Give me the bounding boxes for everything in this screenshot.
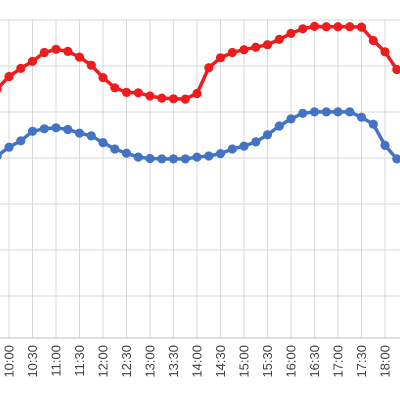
grid <box>0 19 400 339</box>
data-point <box>356 112 367 122</box>
x-tick-label: 13:00 <box>143 345 158 378</box>
data-point <box>192 88 202 99</box>
data-point <box>4 71 14 82</box>
x-axis-tick-labels: 10:00 10:30 11:00 11:30 12:00 12:30 13:00 13:30… <box>2 345 393 378</box>
data-point <box>309 21 320 31</box>
x-tick-label: 12:30 <box>119 345 134 378</box>
x-tick-label: 15:30 <box>260 345 275 378</box>
data-point <box>204 63 214 73</box>
data-point <box>51 44 61 54</box>
data-point <box>321 22 331 32</box>
data-point <box>368 35 378 46</box>
x-tick-label: 17:00 <box>331 345 346 378</box>
data-point <box>239 45 249 55</box>
series-line <box>0 24 399 101</box>
data-point <box>133 152 143 162</box>
data-point <box>286 114 296 124</box>
data-point <box>298 108 308 118</box>
data-point <box>63 46 73 57</box>
data-point <box>145 153 155 164</box>
data-point <box>356 22 367 32</box>
x-tick-label: 16:30 <box>307 345 322 378</box>
x-tick-label: 12:00 <box>96 345 111 378</box>
x-tick-label: 15:00 <box>237 345 252 378</box>
data-point <box>4 142 14 152</box>
data-point <box>251 137 261 147</box>
data-point <box>298 24 308 34</box>
data-point <box>180 154 190 164</box>
data-point <box>321 107 331 117</box>
series-2 <box>0 107 400 164</box>
data-point <box>98 138 108 148</box>
data-point <box>110 83 120 93</box>
data-point <box>215 53 226 63</box>
data-point <box>345 107 355 117</box>
data-point <box>63 124 73 135</box>
x-tick-label: 16:00 <box>284 345 299 378</box>
data-point <box>39 47 49 58</box>
data-point <box>274 121 284 131</box>
data-point <box>333 22 343 32</box>
data-point <box>368 119 378 129</box>
data-point <box>74 52 85 62</box>
data-point <box>110 144 120 154</box>
data-point <box>16 63 26 73</box>
data-point <box>274 34 284 45</box>
data-point <box>192 152 202 162</box>
data-point <box>239 141 249 151</box>
data-point <box>380 47 390 57</box>
data-point <box>86 131 96 141</box>
data-point <box>227 144 237 154</box>
data-point <box>74 128 85 138</box>
x-tick-label: 11:00 <box>49 345 64 377</box>
data-point <box>39 124 49 134</box>
data-point <box>227 47 237 58</box>
data-point <box>168 154 179 164</box>
data-point <box>215 149 226 159</box>
x-tick-label: 17:30 <box>354 345 369 378</box>
data-point <box>27 56 38 66</box>
data-point <box>98 73 108 83</box>
data-point <box>262 40 273 50</box>
data-point <box>286 28 296 38</box>
data-point <box>262 130 273 140</box>
series-layer <box>0 21 400 164</box>
data-point <box>380 140 390 150</box>
data-point <box>157 93 167 103</box>
data-point <box>168 94 179 104</box>
data-point <box>333 107 343 117</box>
data-point <box>145 91 155 101</box>
data-point <box>251 42 261 52</box>
x-tick-label: 11:30 <box>72 345 87 377</box>
series-line <box>0 110 399 161</box>
data-point <box>180 94 190 104</box>
data-point <box>51 123 61 133</box>
x-tick-label: 13:30 <box>166 345 181 378</box>
data-point <box>16 136 26 146</box>
x-tick-label: 10:30 <box>25 345 40 378</box>
data-point <box>157 154 167 164</box>
data-point <box>121 87 132 97</box>
data-point <box>86 60 96 70</box>
data-point <box>204 151 214 161</box>
x-tick-label: 14:00 <box>190 345 205 378</box>
data-point <box>121 148 132 158</box>
x-tick-label: 18:00 <box>378 345 393 378</box>
data-point <box>392 64 400 75</box>
x-tick-label: 14:30 <box>213 345 228 378</box>
data-point <box>0 152 2 160</box>
x-tick-label: 10:00 <box>2 345 17 378</box>
data-point <box>0 85 2 93</box>
data-point <box>345 22 355 32</box>
data-point <box>309 107 320 117</box>
data-point <box>27 126 38 136</box>
data-point <box>133 88 143 98</box>
series-1 <box>0 21 400 104</box>
data-point <box>392 154 400 164</box>
